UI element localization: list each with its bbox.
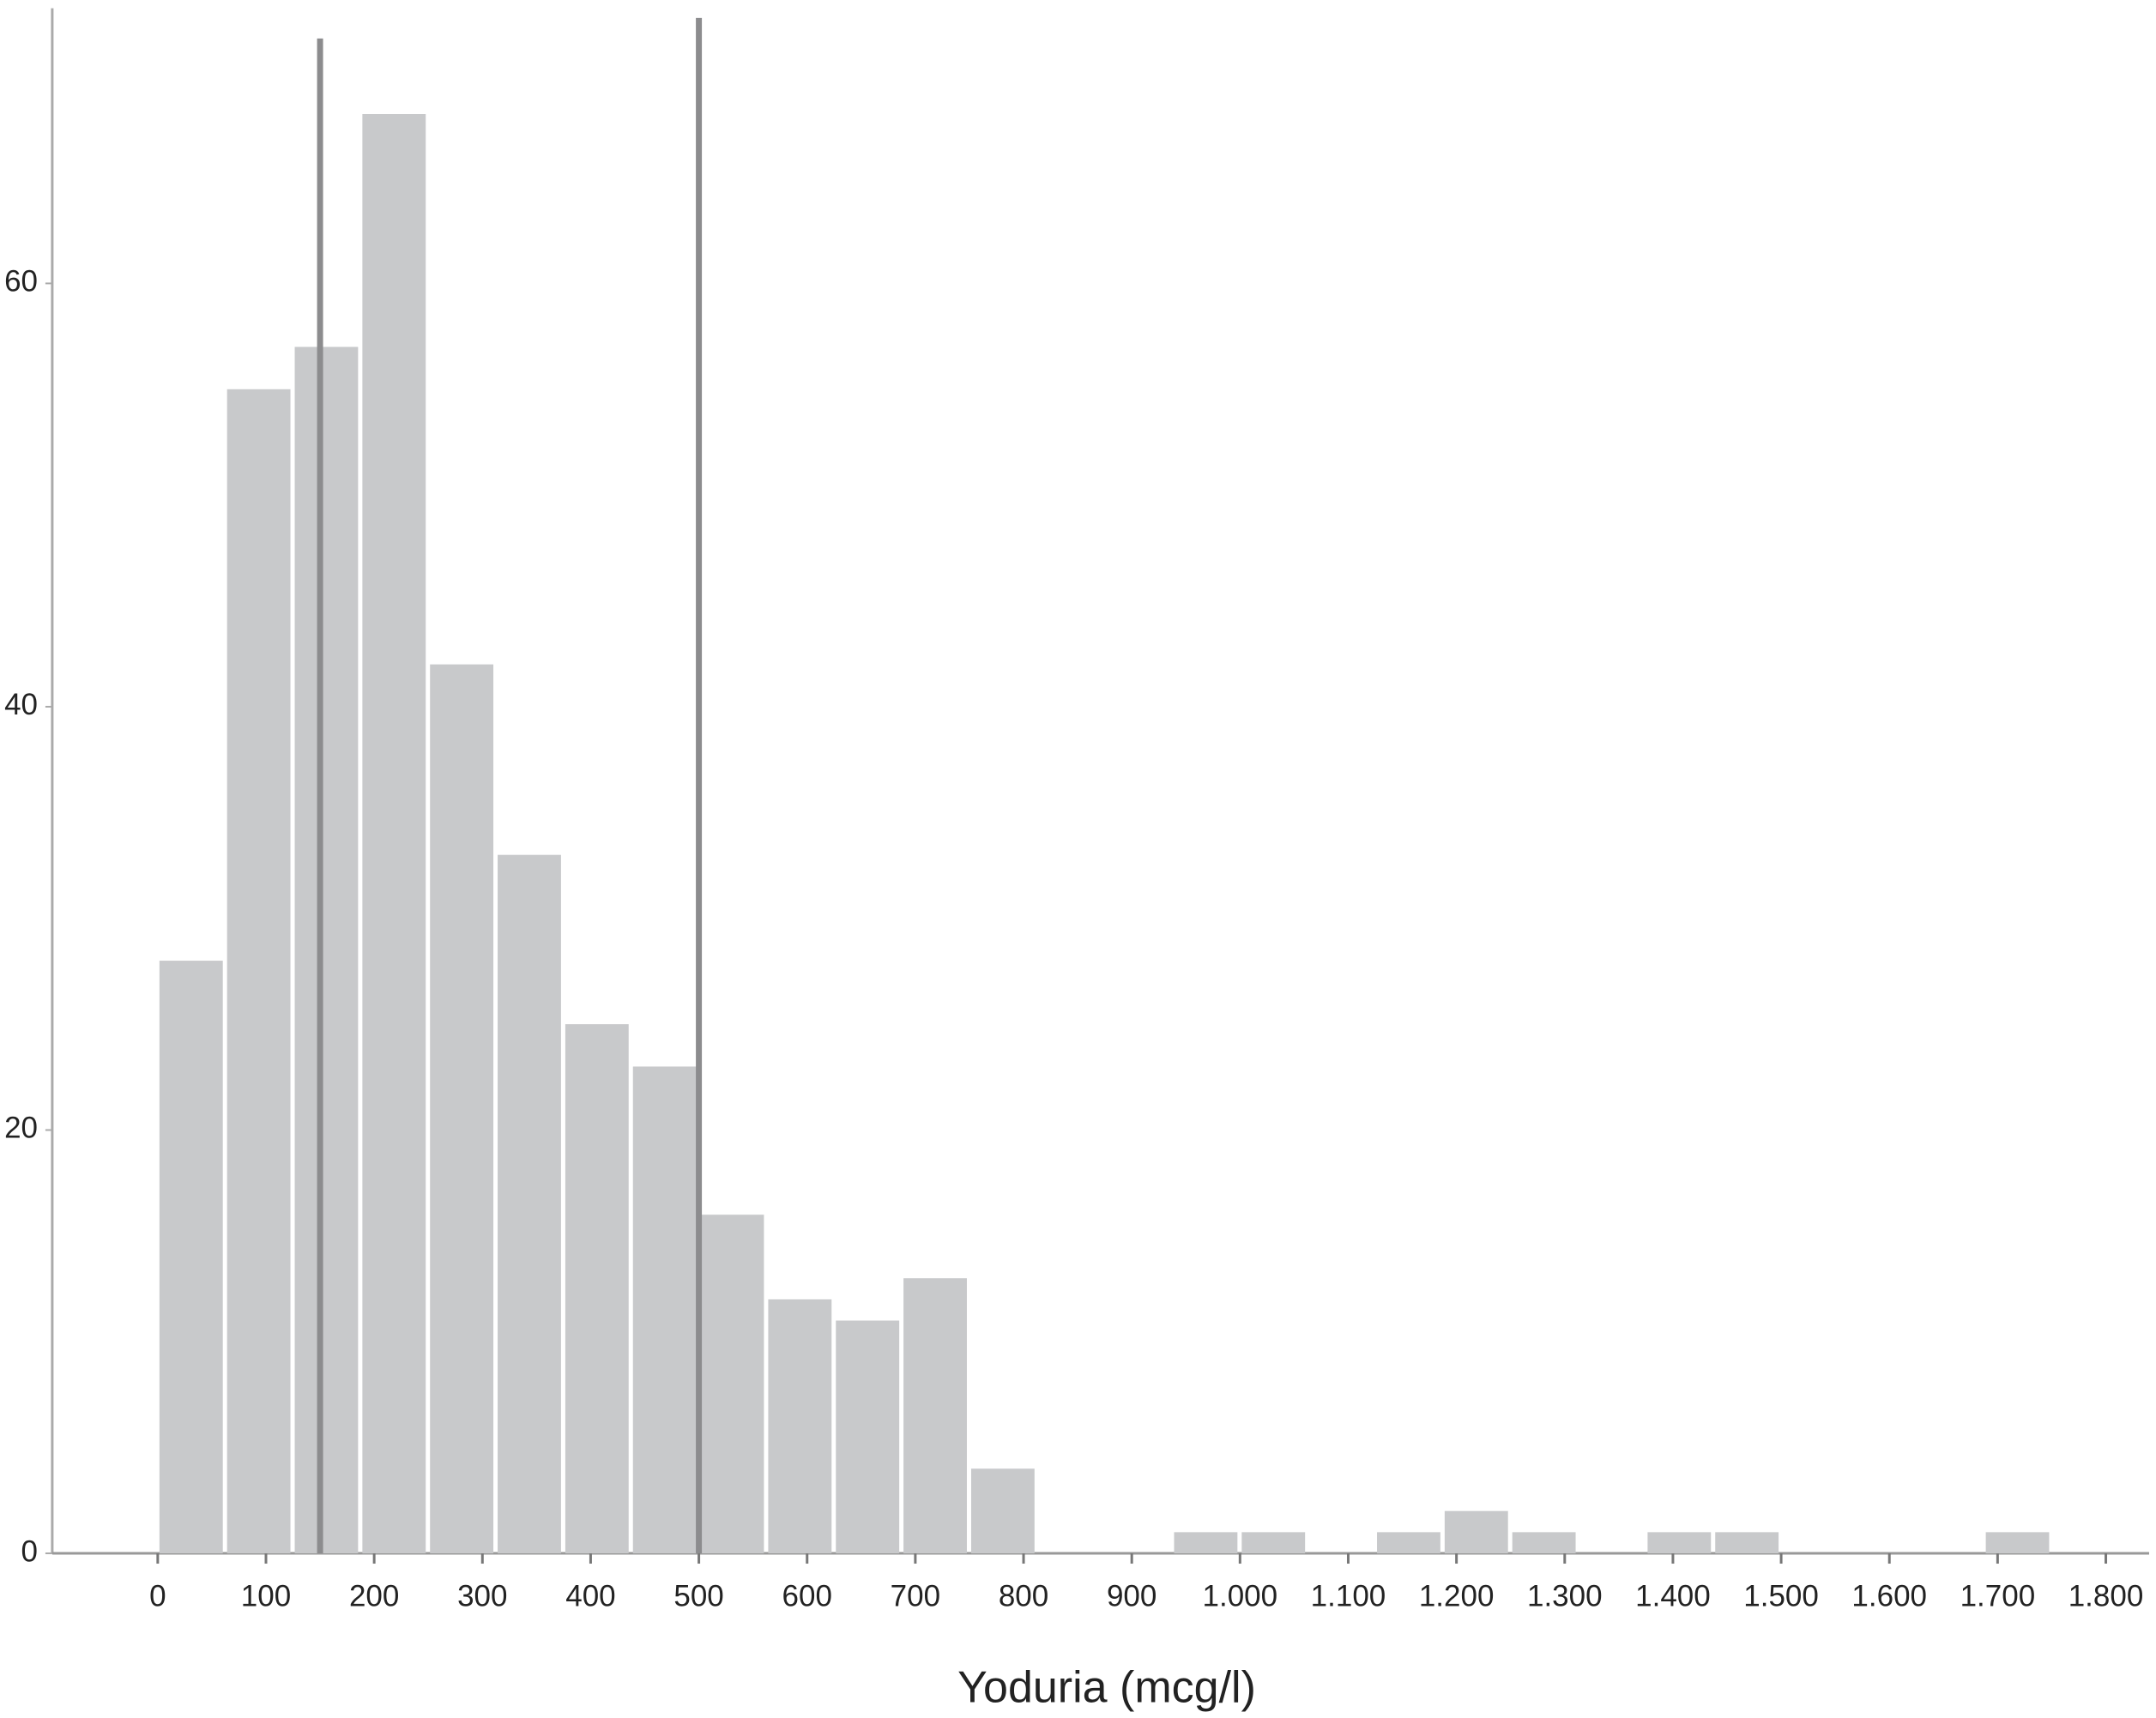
bar — [768, 1299, 832, 1554]
x-tick-label: 1.800 — [2068, 1579, 2144, 1613]
bar — [1715, 1532, 1779, 1554]
y-tick-label: 20 — [4, 1112, 38, 1145]
x-axis-title: Yoduria (mcg/l) — [957, 1663, 1256, 1713]
bar — [565, 1024, 629, 1554]
bar — [903, 1278, 967, 1554]
x-tick-label: 1.400 — [1635, 1579, 1711, 1613]
x-tick-label: 1.100 — [1311, 1579, 1386, 1613]
x-tick-label: 200 — [349, 1579, 399, 1613]
y-tick-label: 60 — [4, 265, 38, 298]
y-tick-label: 0 — [21, 1534, 38, 1568]
x-tick-label: 600 — [782, 1579, 832, 1613]
bar — [498, 854, 561, 1554]
x-tick-label: 1.700 — [1960, 1579, 2036, 1613]
bar — [362, 114, 426, 1554]
bar — [1241, 1532, 1306, 1554]
x-tick-label: 100 — [241, 1579, 291, 1613]
bar — [970, 1468, 1035, 1554]
x-tick-label: 1.300 — [1527, 1579, 1603, 1613]
bar — [1444, 1510, 1508, 1554]
bar — [1377, 1532, 1440, 1554]
bar — [294, 347, 359, 1554]
bar — [1985, 1532, 2050, 1554]
bar — [1647, 1532, 1712, 1554]
bar — [430, 664, 494, 1554]
bar — [632, 1066, 697, 1554]
x-tick-label: 1.600 — [1851, 1579, 1927, 1613]
bar — [700, 1215, 764, 1554]
bar — [159, 961, 223, 1554]
x-tick-label: 700 — [891, 1579, 940, 1613]
x-tick-label: 900 — [1107, 1579, 1157, 1613]
bar — [836, 1320, 900, 1554]
x-tick-label: 1.500 — [1743, 1579, 1819, 1613]
x-tick-label: 500 — [673, 1579, 723, 1613]
y-tick-label: 40 — [4, 688, 38, 721]
bar — [1174, 1532, 1238, 1554]
x-tick-label: 0 — [149, 1579, 166, 1613]
bar — [226, 389, 291, 1554]
x-tick-label: 300 — [457, 1579, 507, 1613]
bar — [1512, 1532, 1576, 1554]
x-tick-label: 1.200 — [1419, 1579, 1495, 1613]
x-tick-label: 800 — [999, 1579, 1048, 1613]
x-tick-label: 1.000 — [1203, 1579, 1278, 1613]
x-tick-label: 400 — [565, 1579, 615, 1613]
